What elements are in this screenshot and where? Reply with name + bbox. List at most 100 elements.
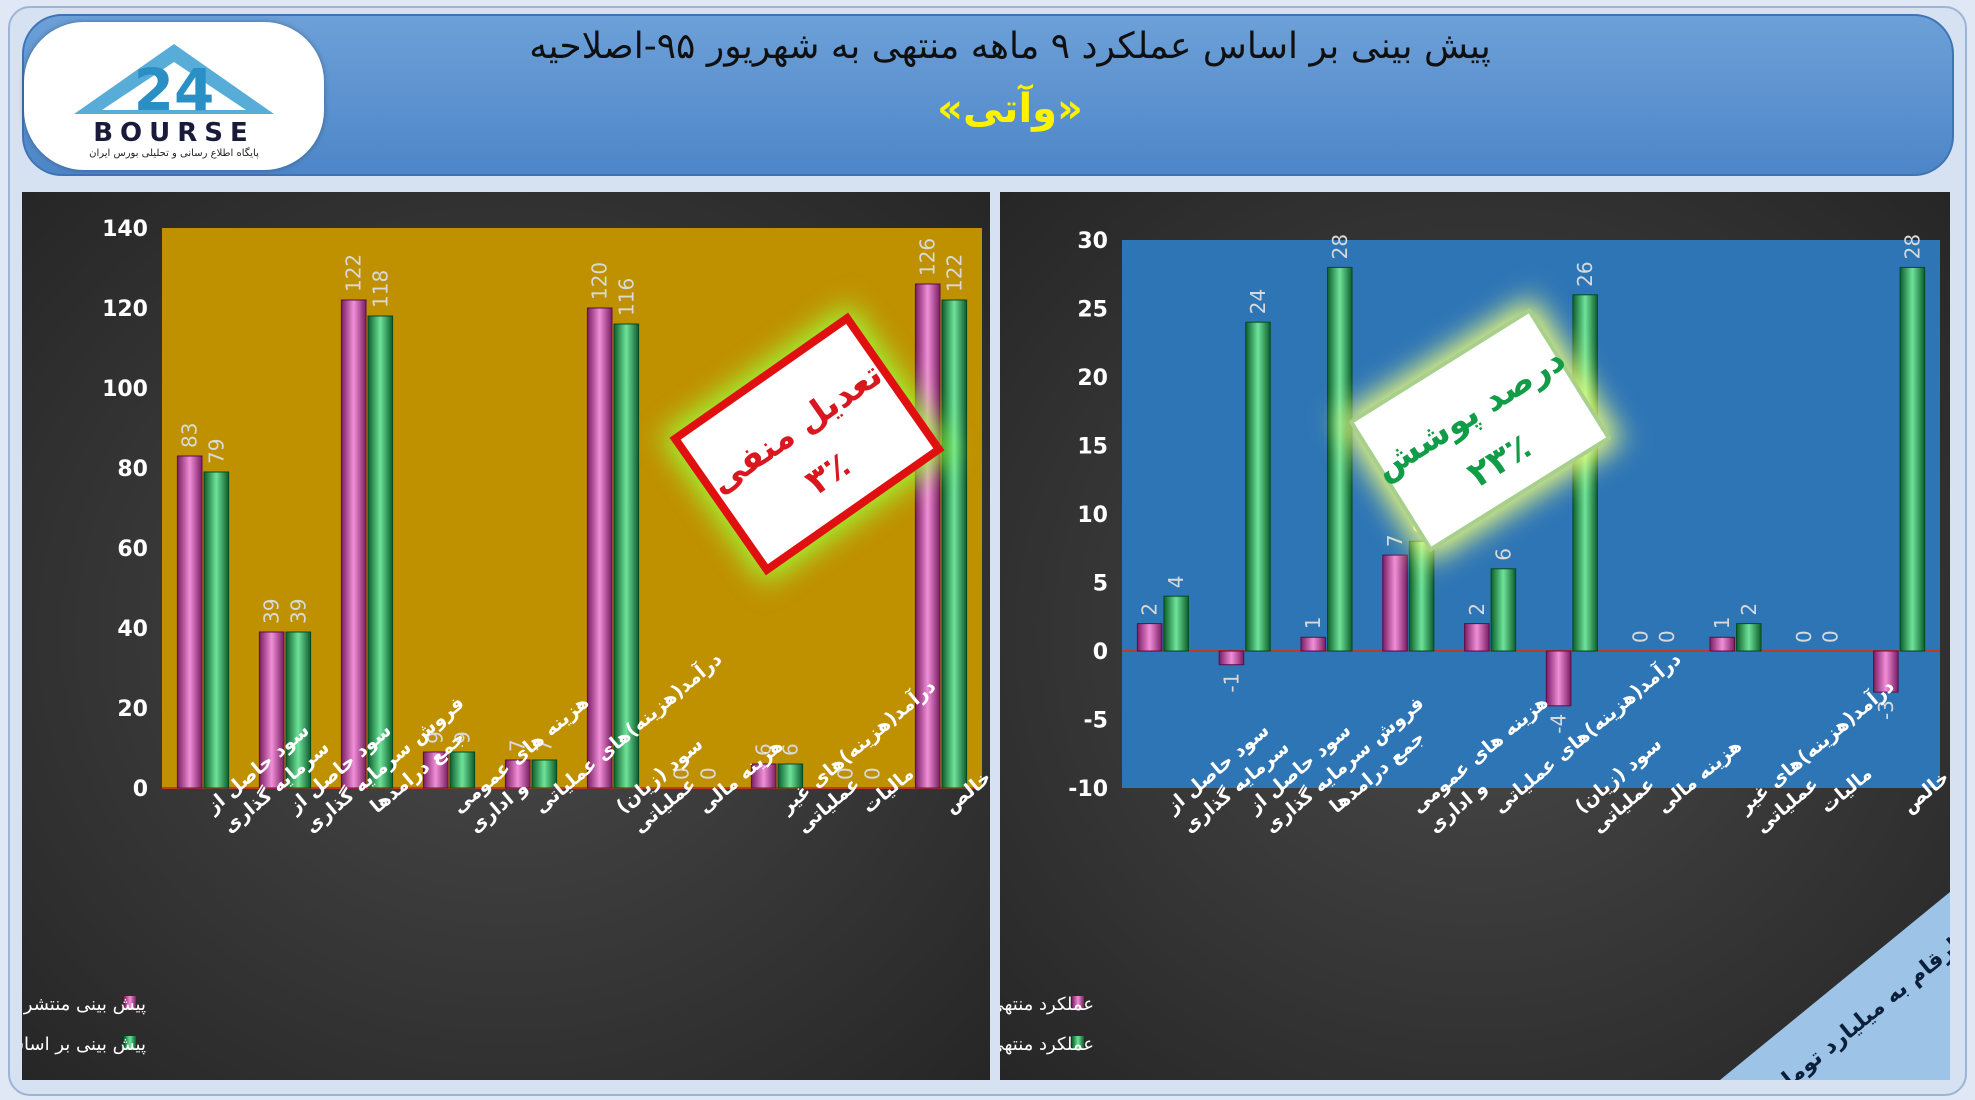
callout-frame <box>669 312 945 576</box>
data-label: 122 <box>942 254 966 292</box>
y-tick-label: -10 <box>1068 777 1108 802</box>
bar <box>1490 568 1517 652</box>
data-label: 2 <box>1138 603 1162 616</box>
data-label: 28 <box>1328 234 1352 259</box>
bar <box>1218 650 1245 666</box>
data-label: 6 <box>752 743 776 756</box>
callout-frame <box>1348 307 1612 553</box>
y-tick-label: 0 <box>133 777 148 802</box>
data-label: 6 <box>778 743 802 756</box>
bar <box>504 759 531 789</box>
legend-swatch <box>1072 996 1084 1010</box>
bar <box>1245 321 1271 652</box>
left-chart: 0204060801001201408339122971200601267939… <box>0 217 1031 1055</box>
y-tick-label: 20 <box>117 697 148 722</box>
bar <box>1899 266 1926 652</box>
data-label: 9 <box>424 731 448 744</box>
legend-swatch <box>1072 1036 1084 1050</box>
y-tick-label: 15 <box>1077 435 1108 460</box>
data-label: 39 <box>286 599 310 624</box>
data-label: -4 <box>1547 714 1571 734</box>
bar <box>1464 623 1490 652</box>
bar <box>422 751 449 789</box>
y-tick-label: 40 <box>117 617 148 642</box>
y-tick-label: 25 <box>1077 298 1108 323</box>
y-tick-label: 20 <box>1077 366 1108 391</box>
legend-entry: عملکرد منتهی به ۹۴/۰۶/۳۱ <box>1000 994 1094 1015</box>
bar <box>1163 595 1189 652</box>
data-label: -3 <box>1874 700 1898 720</box>
data-label: 9 <box>450 731 474 744</box>
legend-entry: پیش بینی منتشر شده در تاریخ ۲۸ مهر <box>22 994 146 1015</box>
logo-mark-icon: 24 <box>74 44 274 122</box>
data-label: 0 <box>1792 630 1816 643</box>
bar <box>285 631 312 789</box>
data-label: 0 <box>834 767 858 780</box>
y-tick-label: 120 <box>102 297 148 322</box>
data-label: 126 <box>916 238 940 276</box>
bar <box>176 455 203 789</box>
data-label: 7 <box>1383 534 1407 547</box>
data-label: 0 <box>1655 630 1679 643</box>
legend-swatch <box>124 996 136 1010</box>
y-tick-label: -5 <box>1084 709 1108 734</box>
y-tick-label: 60 <box>117 537 148 562</box>
data-label: 26 <box>1573 261 1597 286</box>
legend-entry: عملکرد منتهی به ۹۵/۰۶/۳۱ <box>1000 1034 1094 1055</box>
logo: 24 BOURSE پایگاه اطلاع رسانی و تحلیلی بو… <box>24 22 324 170</box>
bar <box>777 763 804 789</box>
bar <box>258 631 285 789</box>
bar <box>1327 266 1353 652</box>
bar <box>1572 294 1598 652</box>
header-banner <box>22 14 1954 176</box>
y-tick-label: 140 <box>102 217 148 242</box>
corner-note-bg <box>1720 892 1950 1080</box>
bar <box>1545 650 1572 707</box>
y-tick-label: 0 <box>1093 640 1108 665</box>
data-label: 116 <box>614 278 638 316</box>
data-label: 0 <box>860 767 884 780</box>
bar <box>613 323 640 789</box>
y-tick-label: 5 <box>1093 572 1108 597</box>
bar <box>750 763 777 789</box>
data-label: 2 <box>1737 603 1761 616</box>
bar <box>914 283 941 789</box>
logo-tagline: پایگاه اطلاع رسانی و تحلیلی بورس ایران <box>89 148 259 159</box>
bar <box>449 751 476 789</box>
data-label: 122 <box>342 254 366 292</box>
data-label: 1 <box>1710 617 1734 630</box>
bar <box>1873 650 1899 693</box>
data-label: 0 <box>1819 630 1843 643</box>
data-label: 6 <box>1491 548 1515 561</box>
right-chart: -10-50510152025302-1172-4010-34242886260… <box>893 229 1975 1100</box>
data-label: 120 <box>588 262 612 300</box>
bar <box>1709 636 1736 652</box>
bar <box>367 315 394 789</box>
data-label: 39 <box>260 599 284 624</box>
right-chart-panel: -10-50510152025302-1172-4010-34242886260… <box>893 192 1975 1100</box>
y-tick-label: 100 <box>102 377 148 402</box>
data-label: 2 <box>1465 603 1489 616</box>
legend-entry: پیش بینی بر اساس عملکرد ۶ ماهه <box>22 1034 146 1055</box>
corner-note: ارقام به میلیارد تومان <box>1720 892 1965 1100</box>
page-subtitle: «وآتی» <box>937 86 1083 132</box>
page-title: پیش بینی بر اساس عملکرد ۹ ماهه منتهی به … <box>529 26 1491 67</box>
y-tick-label: 80 <box>117 457 148 482</box>
data-label: -1 <box>1219 673 1243 693</box>
logo-digits: 24 <box>134 56 215 122</box>
data-label: 4 <box>1164 575 1188 588</box>
data-label: 118 <box>368 270 392 308</box>
bar <box>1136 623 1163 652</box>
bar <box>1736 623 1762 652</box>
data-label: 7 <box>532 739 556 752</box>
bar <box>1382 554 1408 652</box>
data-label: 83 <box>178 423 202 448</box>
y-tick-label: 30 <box>1077 229 1108 254</box>
data-label: 0 <box>1628 630 1652 643</box>
bar <box>941 299 968 789</box>
logo-text: BOURSE <box>93 118 255 148</box>
left-chart-panel: 0 20 40 60 80 100 120 140 83 39 122 9 7 120 0 6 0 126 79 39… <box>0 192 1031 1080</box>
data-label: 24 <box>1246 289 1270 314</box>
